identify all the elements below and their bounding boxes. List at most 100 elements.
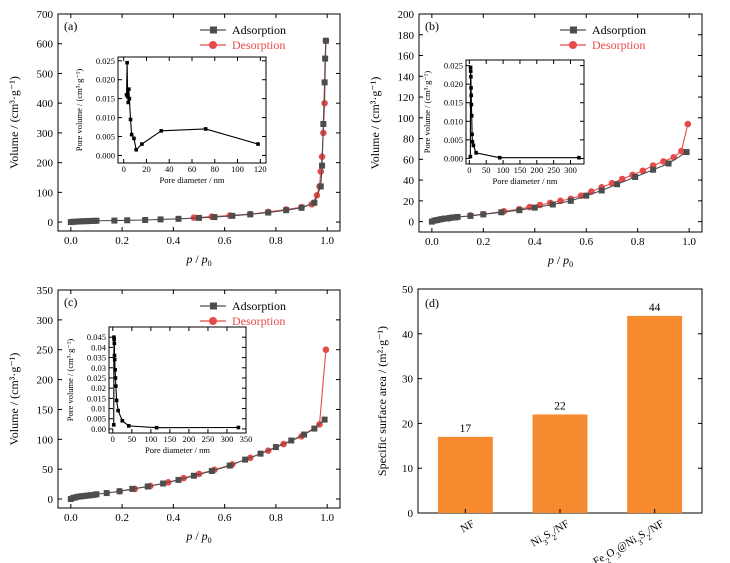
panel-b-desorption-point <box>618 175 626 183</box>
panel-b-adsorption-point <box>531 204 538 211</box>
panel-b-inset-frame <box>465 59 585 165</box>
panel-b-adsorption-point <box>498 209 505 216</box>
panel-a-desorption-point <box>317 168 325 175</box>
panel-a-adsorption-point <box>322 37 329 44</box>
panel-d-category-label: Ni3S2/NF <box>529 518 573 553</box>
panel-b-y-tick-label: 0 <box>409 217 415 229</box>
panel-c-x-axis-title-sub: 0 <box>208 536 212 545</box>
panel-b-x-axis-title: p / p0 <box>547 253 573 269</box>
panel-a-x-tick-label: 0.4 <box>166 235 180 247</box>
panel-a-legend-marker <box>209 41 217 49</box>
panel-b-x-tick-label: 0.8 <box>631 236 645 248</box>
panel-c-y-tick-label: 350 <box>37 285 54 297</box>
panel-c-inset-series-point <box>126 424 131 428</box>
panel-a-inset-series-point <box>128 117 133 122</box>
panel-b-inset-series-point <box>577 155 581 160</box>
panel-c-inset-series-point <box>112 335 116 339</box>
panel-c-y-tick-label: 0 <box>48 494 54 506</box>
panel-a-adsorption-point <box>321 79 328 86</box>
panel-c-inset-series-point <box>112 353 117 358</box>
panel-c-adsorption-point <box>129 485 136 492</box>
panel-c-plot-frame <box>57 289 341 509</box>
panel-c-desorption-point <box>322 346 330 354</box>
panel-a-inset-y-tick-label: 0.010 <box>96 113 115 123</box>
panel-b-inset-series-point <box>469 102 474 107</box>
panel-b-inset-x-tick-label: 300 <box>564 165 577 175</box>
panel-c-adsorption-point <box>93 491 100 498</box>
panel-a-legend-label: Desorption <box>232 38 285 52</box>
panel-d-y-tick-label: 40 <box>402 329 414 341</box>
panel-c-x-tick-label: 0.4 <box>166 512 180 524</box>
panel-c-inset-x-tick-label: 50 <box>128 434 137 444</box>
panel-a-adsorption-point <box>298 204 305 211</box>
panel-c-x-axis-title: p / p0 <box>185 529 211 545</box>
panel-b-x-tick-label: 0.4 <box>528 236 542 248</box>
panel-a-inset-x-tick-label: 40 <box>165 164 174 174</box>
panel-a-adsorption-point <box>124 217 131 224</box>
panel-c-inset-x-axis-title: Pore diameter / nm <box>145 445 210 455</box>
panel-d-bar <box>437 436 493 513</box>
panel-c-y-tick-label: 50 <box>42 464 54 476</box>
panel-c-x-tick-label: 0.2 <box>115 512 129 524</box>
panel-a-inset-x-tick-label: 20 <box>142 164 151 174</box>
panel-b-inset-series-point <box>469 74 473 79</box>
panel-a-y-tick-label: 700 <box>37 9 54 21</box>
panel-a-inset-series-point <box>159 129 164 133</box>
panel-c-inset-series-point <box>154 425 159 430</box>
panel-a-desorption-point <box>321 99 328 107</box>
panel-c-inset-x-tick-label: 300 <box>221 434 234 444</box>
panel-b-inset-x-tick-label: 100 <box>497 165 510 175</box>
panel-b-inset-series-point <box>470 139 475 144</box>
panel-a-x-axis-title-p: p <box>185 252 192 266</box>
panel-a-x-axis-title: p / p0 <box>185 252 211 268</box>
panel-b-inset-series-point <box>471 143 476 148</box>
panel-c-inset-y-tick-label: 0.025 <box>87 373 106 383</box>
chart-panel-b: 0.0 0.2 0.4 0.6 0.8 1.0 0 20 40 60 80 100 120 140 160 1… <box>368 9 703 269</box>
panel-b-plot-frame <box>418 13 703 233</box>
panel-c-inset-x-tick-label: 0 <box>111 434 115 444</box>
panel-c-adsorption-point <box>190 472 197 479</box>
panel-c-inset-x-tick-label: 250 <box>202 434 215 444</box>
panel-d-category-label-part: S <box>636 528 647 541</box>
panel-a-inset-y-axis-title: Pore volume / (cm³·g⁻¹) <box>74 69 84 152</box>
panel-c-inset-series-point <box>114 384 118 388</box>
panel-c-panel-label: (c) <box>64 295 77 309</box>
panel-c-inset-series-point <box>113 368 117 372</box>
panel-c-inset-y-tick-label: 0.01 <box>91 404 106 414</box>
panel-a-y-tick-label: 100 <box>37 187 54 199</box>
panel-c-adsorption-point <box>116 488 123 495</box>
panel-c-inset-y-tick-label: 0.035 <box>87 353 106 363</box>
panel-d-category-label-part: Fe <box>591 552 607 563</box>
panel-b-inset-series-point <box>497 155 502 160</box>
panel-a-adsorption-point <box>111 217 118 224</box>
panel-b-y-tick-label: 20 <box>403 196 415 208</box>
panel-b-desorption-point <box>639 167 647 175</box>
panel-a-inset-x-tick-label: 100 <box>231 164 244 174</box>
panel-b-y-tick-label: 200 <box>398 9 415 21</box>
panel-a-inset-series-point <box>256 142 260 146</box>
panel-d-y-tick-label: 10 <box>402 463 414 475</box>
panel-a-inset-y-tick-label: 0.020 <box>96 75 115 85</box>
panel-c-adsorption-point <box>257 450 264 457</box>
panel-d-bar <box>532 414 588 513</box>
panel-c-inset-y-tick-label: 0.03 <box>91 363 106 373</box>
panel-c-adsorption-point <box>226 462 233 469</box>
panel-c-y-tick-label: 150 <box>37 404 54 416</box>
panel-a-inset-x-tick-label: 60 <box>188 164 197 174</box>
panel-c-x-tick-label: 0.8 <box>269 512 283 524</box>
panel-c-inset-y-tick-label: 0.00 <box>91 424 106 434</box>
panel-b-inset-y-axis-title: Pore volume / (cm³·g⁻¹) <box>422 71 432 154</box>
panel-a-inset-series-point <box>203 127 208 131</box>
panel-b-inset-x-tick-label: 250 <box>547 165 560 175</box>
panel-d-category-label: NF <box>459 518 477 535</box>
panel-c-adsorption-point <box>288 437 295 444</box>
panel-a-adsorption-point <box>157 216 164 223</box>
panel-a-x-tick-label: 0.8 <box>269 235 283 247</box>
panel-a-adsorption-point <box>175 215 182 222</box>
panel-d-y-tick-label: 0 <box>408 508 414 520</box>
panel-a-inset-series-point <box>125 60 129 65</box>
panel-b-inset-x-tick-label: 150 <box>514 165 527 175</box>
panel-d-y-tick-label: 30 <box>402 374 414 386</box>
panel-a-inset-series-point <box>140 142 144 146</box>
